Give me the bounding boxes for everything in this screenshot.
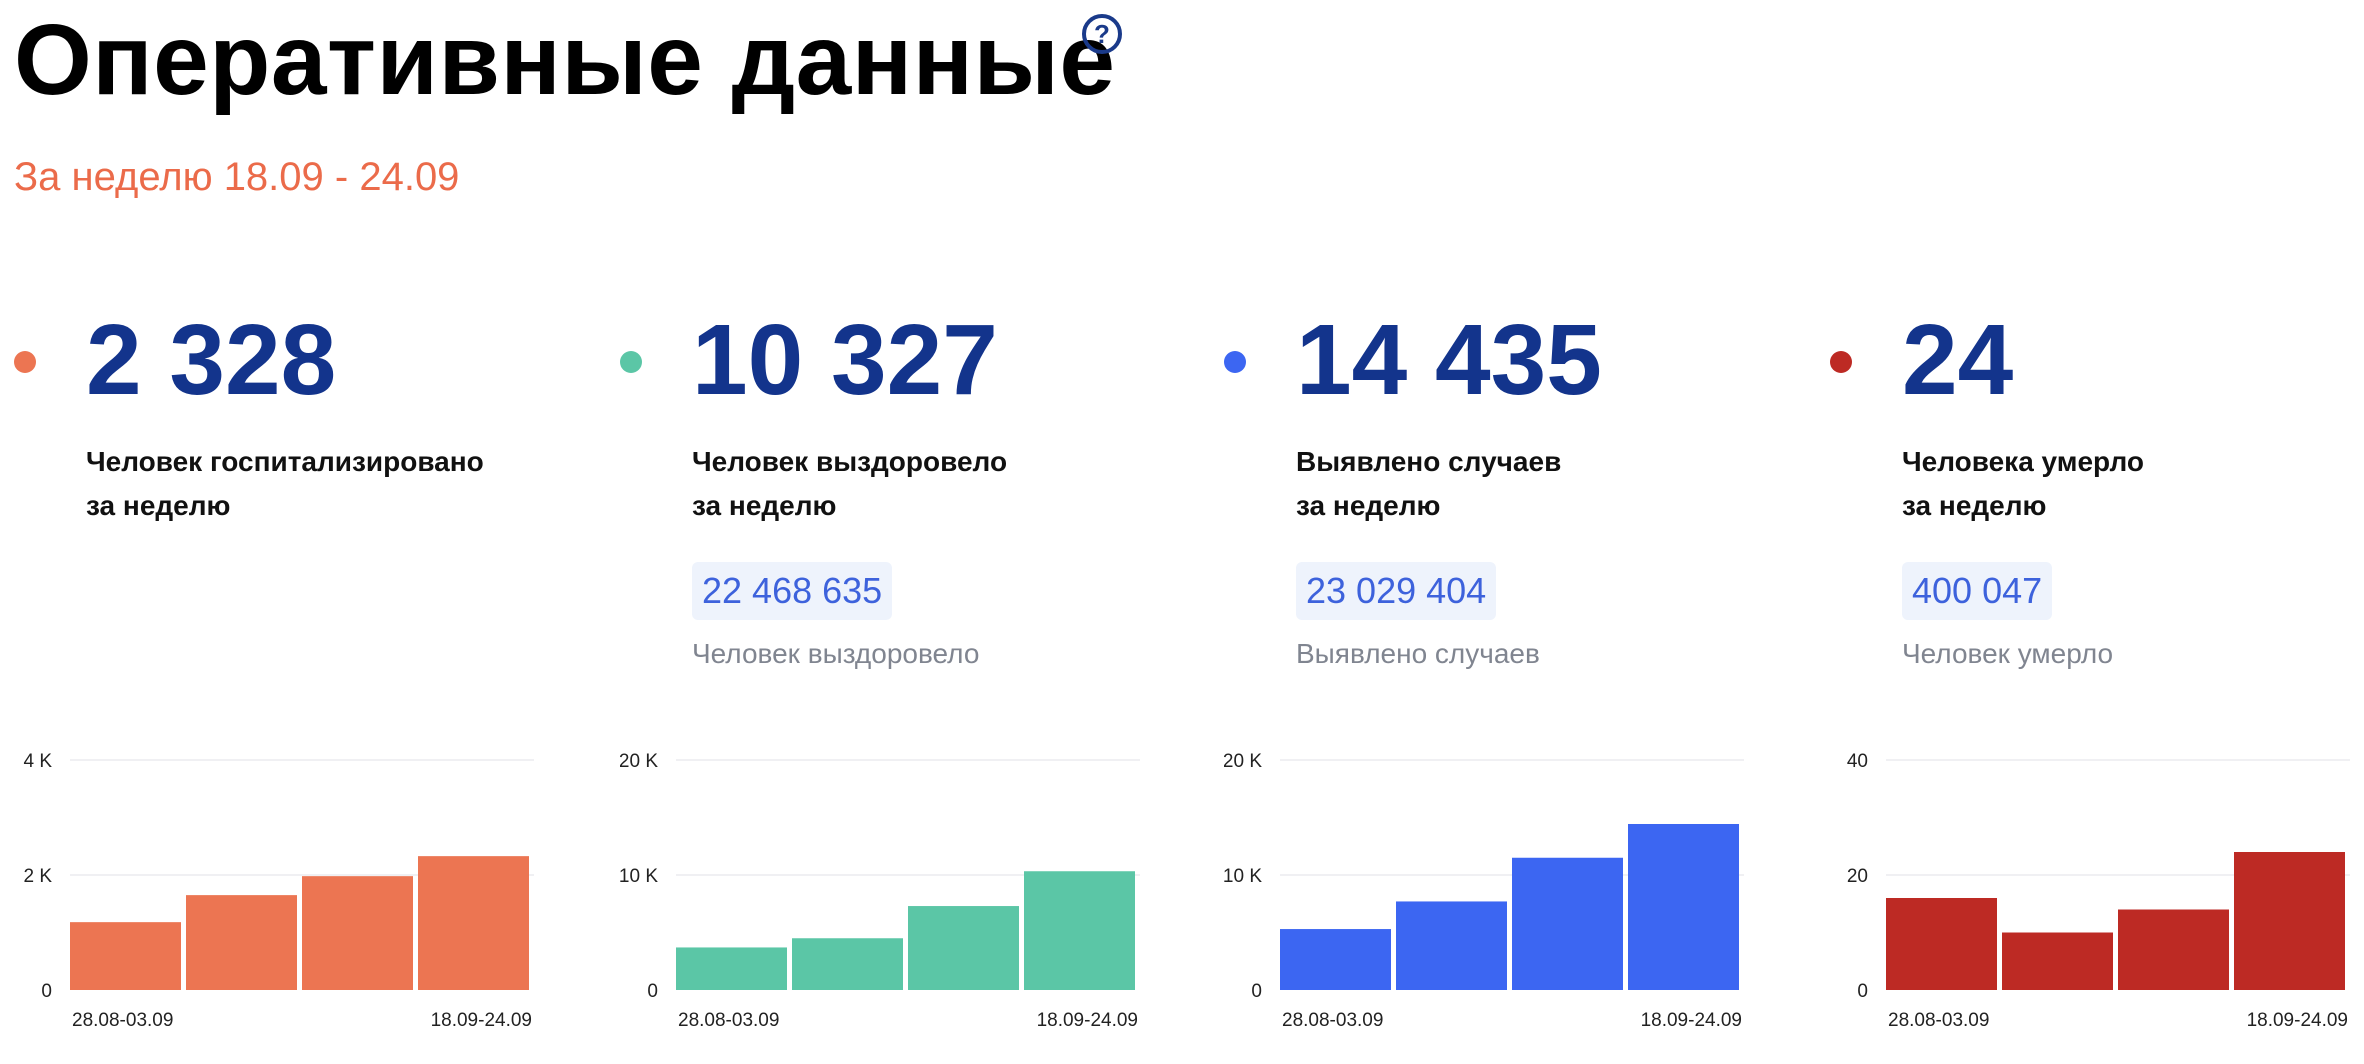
series-dot-icon (14, 351, 36, 373)
stat-value: 2 328 (86, 304, 337, 416)
stat-card-cases: 14 435 Выявлено случаев за неделю 23 029 40… (1224, 300, 1784, 1060)
page-title: Оперативные данные (14, 4, 1116, 116)
stat-label-line2: за неделю (1296, 490, 1441, 521)
stat-label-line1: Человек выздоровело (692, 446, 1008, 477)
stat-value: 24 (1902, 304, 2014, 416)
bar[interactable] (70, 922, 181, 990)
stat-value: 10 327 (692, 304, 998, 416)
bar[interactable] (186, 895, 297, 990)
weekly-bar-chart: 0 2 K 4 K 28.08-03.09 18.09-24.09 (23, 751, 534, 1031)
total-value-chip: 23 029 404 (1296, 562, 1497, 620)
weekly-bar-chart: 0 10 K 20 K 28.08-03.09 18.09-24.09 (1224, 751, 1744, 1031)
stat-label-line2: за неделю (86, 490, 231, 521)
x-tick-label-first: 28.08-03.09 (72, 1010, 173, 1031)
stat-label-line2: за неделю (1902, 490, 2047, 521)
stat-card-hospitalized: 2 328 Человек госпитализировано за неделю 0… (14, 300, 574, 1060)
y-tick-label: 0 (647, 981, 658, 1002)
y-tick-label: 0 (1251, 981, 1262, 1002)
bar[interactable] (2118, 909, 2229, 991)
y-tick-label: 0 (1857, 981, 1868, 1002)
bar[interactable] (1628, 823, 1739, 990)
x-tick-label-first: 28.08-03.09 (678, 1010, 779, 1031)
bar[interactable] (676, 947, 787, 990)
bar[interactable] (2002, 932, 2113, 991)
y-tick-label: 40 (1847, 751, 1868, 772)
bar[interactable] (1886, 898, 1997, 990)
bar[interactable] (1280, 929, 1391, 990)
y-tick-label: 20 K (620, 751, 658, 772)
bar[interactable] (1512, 857, 1623, 990)
bar[interactable] (2234, 852, 2345, 990)
bar[interactable] (908, 906, 1019, 990)
help-icon[interactable]: ? (1082, 14, 1122, 54)
bar[interactable] (418, 856, 529, 990)
stat-label-line1: Человека умерло (1902, 446, 2144, 477)
total-label: Выявлено случаев (1296, 638, 1540, 669)
stat-label: Человек выздоровело за неделю (692, 440, 1007, 528)
y-tick-label: 20 K (1224, 751, 1262, 772)
stat-card-recovered: 10 327 Человек выздоровело за неделю 22 468… (620, 300, 1180, 1060)
x-tick-label-first: 28.08-03.09 (1282, 1010, 1383, 1031)
bar[interactable] (792, 938, 903, 990)
y-tick-label: 0 (41, 981, 52, 1002)
series-dot-icon (1830, 351, 1852, 373)
stat-label-line1: Человек госпитализировано (86, 446, 484, 477)
y-tick-label: 10 K (620, 866, 658, 887)
bar[interactable] (1396, 901, 1507, 990)
x-tick-label-last: 18.09-24.09 (1641, 1010, 1742, 1031)
x-tick-label-last: 18.09-24.09 (431, 1010, 532, 1031)
x-tick-label-first: 28.08-03.09 (1888, 1010, 1989, 1031)
y-tick-label: 20 (1847, 866, 1868, 887)
series-dot-icon (620, 351, 642, 373)
stat-card-deaths: 24 Человека умерло за неделю 400 047 Человек… (1830, 300, 2364, 1060)
x-tick-label-last: 18.09-24.09 (1037, 1010, 1138, 1031)
x-tick-label-last: 18.09-24.09 (2247, 1010, 2348, 1031)
stat-value: 14 435 (1296, 304, 1602, 416)
y-tick-label: 2 K (23, 866, 52, 887)
weekly-bar-chart: 0 10 K 20 K 28.08-03.09 18.09-24.09 (620, 751, 1140, 1031)
y-tick-label: 4 K (23, 751, 52, 772)
total-value-chip: 22 468 635 (692, 562, 893, 620)
bar[interactable] (302, 876, 413, 990)
period-label: За неделю 18.09 - 24.09 (14, 155, 460, 199)
stat-label-line1: Выявлено случаев (1296, 446, 1562, 477)
weekly-bar-chart: 0 20 40 28.08-03.09 18.09-24.09 (1847, 751, 2350, 1031)
stat-label-line2: за неделю (692, 490, 837, 521)
y-tick-label: 10 K (1224, 866, 1262, 887)
stat-label: Человек госпитализировано за неделю (86, 440, 484, 528)
total-label: Человек выздоровело (692, 638, 980, 669)
total-label: Человек умерло (1902, 638, 2114, 669)
series-dot-icon (1224, 351, 1246, 373)
stat-label: Человека умерло за неделю (1902, 440, 2144, 528)
total-value-chip: 400 047 (1902, 562, 2053, 620)
bar[interactable] (1024, 871, 1135, 990)
stat-label: Выявлено случаев за неделю (1296, 440, 1561, 528)
